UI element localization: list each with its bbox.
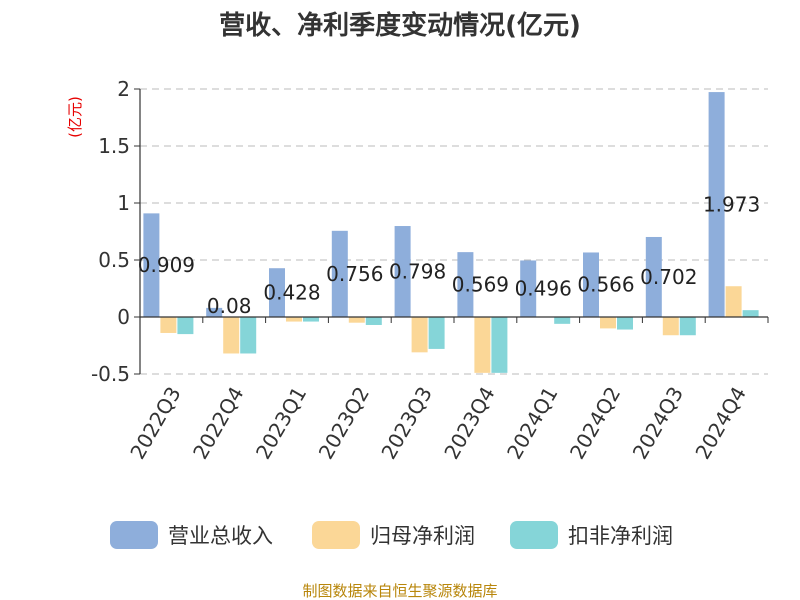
- bar-3-2023Q2: [365, 317, 382, 325]
- bar-2-2024Q4: [725, 286, 742, 317]
- bar-1-2024Q2: [583, 252, 599, 317]
- data-label: 0.566: [577, 273, 634, 297]
- legend-label: 营业总收入: [168, 524, 273, 548]
- y-tick-label: 2: [117, 77, 130, 101]
- bar-3-2024Q4: [742, 310, 759, 317]
- x-tick-label: 2024Q3: [628, 383, 688, 464]
- x-tick-label: 2023Q2: [314, 383, 374, 464]
- y-axis-ticks: -0.5 0 0.5 1 1.5 2: [91, 77, 140, 386]
- data-label: 0.496: [515, 277, 572, 301]
- bar-1-2022Q4: [206, 307, 223, 317]
- x-tick-label: 2024Q2: [565, 383, 625, 464]
- bar-3-2023Q1: [303, 317, 319, 322]
- legend-label: 扣非净利润: [568, 524, 673, 548]
- x-tick-label: 2023Q3: [376, 383, 436, 464]
- bar-2-2023Q4: [474, 317, 491, 373]
- data-label: 0.428: [263, 281, 320, 305]
- y-tick-label: 1: [117, 191, 130, 215]
- legend-label: 归母净利润: [370, 524, 475, 548]
- y-tick-label: -0.5: [91, 362, 130, 386]
- data-label: 0.909: [138, 253, 195, 277]
- data-label: 0.798: [389, 260, 446, 284]
- x-tick-label: 2024Q4: [690, 383, 750, 464]
- bar-2-2023Q2: [348, 317, 365, 323]
- legend-swatch: [510, 521, 558, 549]
- bar-3-2022Q4: [240, 317, 257, 354]
- bar-2-2023Q1: [286, 317, 302, 322]
- chart-title: 营收、净利季度变动情况(亿元): [219, 10, 581, 41]
- bar-2-2022Q4: [223, 317, 240, 354]
- data-label: 0.569: [452, 273, 509, 297]
- bars: [143, 92, 759, 373]
- bar-3-2022Q3: [177, 317, 194, 335]
- bar-3-2024Q1: [554, 317, 571, 324]
- data-label: 0.756: [326, 262, 383, 286]
- bar-2-2023Q3: [411, 317, 428, 353]
- legend-swatch: [110, 521, 158, 549]
- data-label: 1.973: [703, 193, 760, 217]
- x-tick-label: 2022Q3: [125, 383, 185, 464]
- bar-3-2024Q2: [617, 317, 633, 330]
- legend: 营业总收入 归母净利润 扣非净利润: [110, 521, 673, 549]
- bar-2-2024Q3: [662, 317, 679, 336]
- x-tick-label: 2023Q4: [439, 383, 499, 464]
- y-tick-label: 1.5: [98, 134, 130, 158]
- y-unit-label: (亿元): [66, 96, 84, 138]
- source-note: 制图数据来自恒生聚源数据库: [302, 582, 497, 600]
- bar-1-2024Q3: [645, 236, 662, 317]
- bar-3-2023Q3: [428, 317, 445, 349]
- bar-1-2022Q3: [143, 213, 160, 317]
- x-tick-label: 2022Q4: [188, 383, 248, 464]
- bar-1-2024Q1: [520, 260, 537, 317]
- bar-1-2024Q4: [708, 92, 725, 317]
- bar-1-2023Q4: [457, 252, 474, 317]
- bar-1-2023Q3: [394, 226, 411, 317]
- bar-1-2023Q1: [269, 268, 285, 317]
- bar-3-2023Q4: [491, 317, 508, 373]
- y-tick-label: 0.5: [98, 248, 130, 272]
- bar-1-2023Q2: [331, 230, 348, 317]
- x-axis-ticks: 2022Q3 2022Q4 2023Q1 2023Q2 2023Q3 2023Q4 2024…: [125, 317, 769, 464]
- data-label: 0.702: [640, 265, 697, 289]
- grid: [140, 88, 768, 375]
- x-tick-label: 2023Q1: [251, 383, 311, 464]
- legend-swatch: [312, 521, 360, 549]
- bar-2-2024Q2: [600, 317, 616, 329]
- bar-3-2024Q3: [679, 317, 696, 336]
- y-tick-label: 0: [117, 305, 130, 329]
- x-tick-label: 2024Q1: [502, 383, 562, 464]
- data-label: 0.08: [207, 294, 252, 318]
- bar-2-2022Q3: [160, 317, 177, 333]
